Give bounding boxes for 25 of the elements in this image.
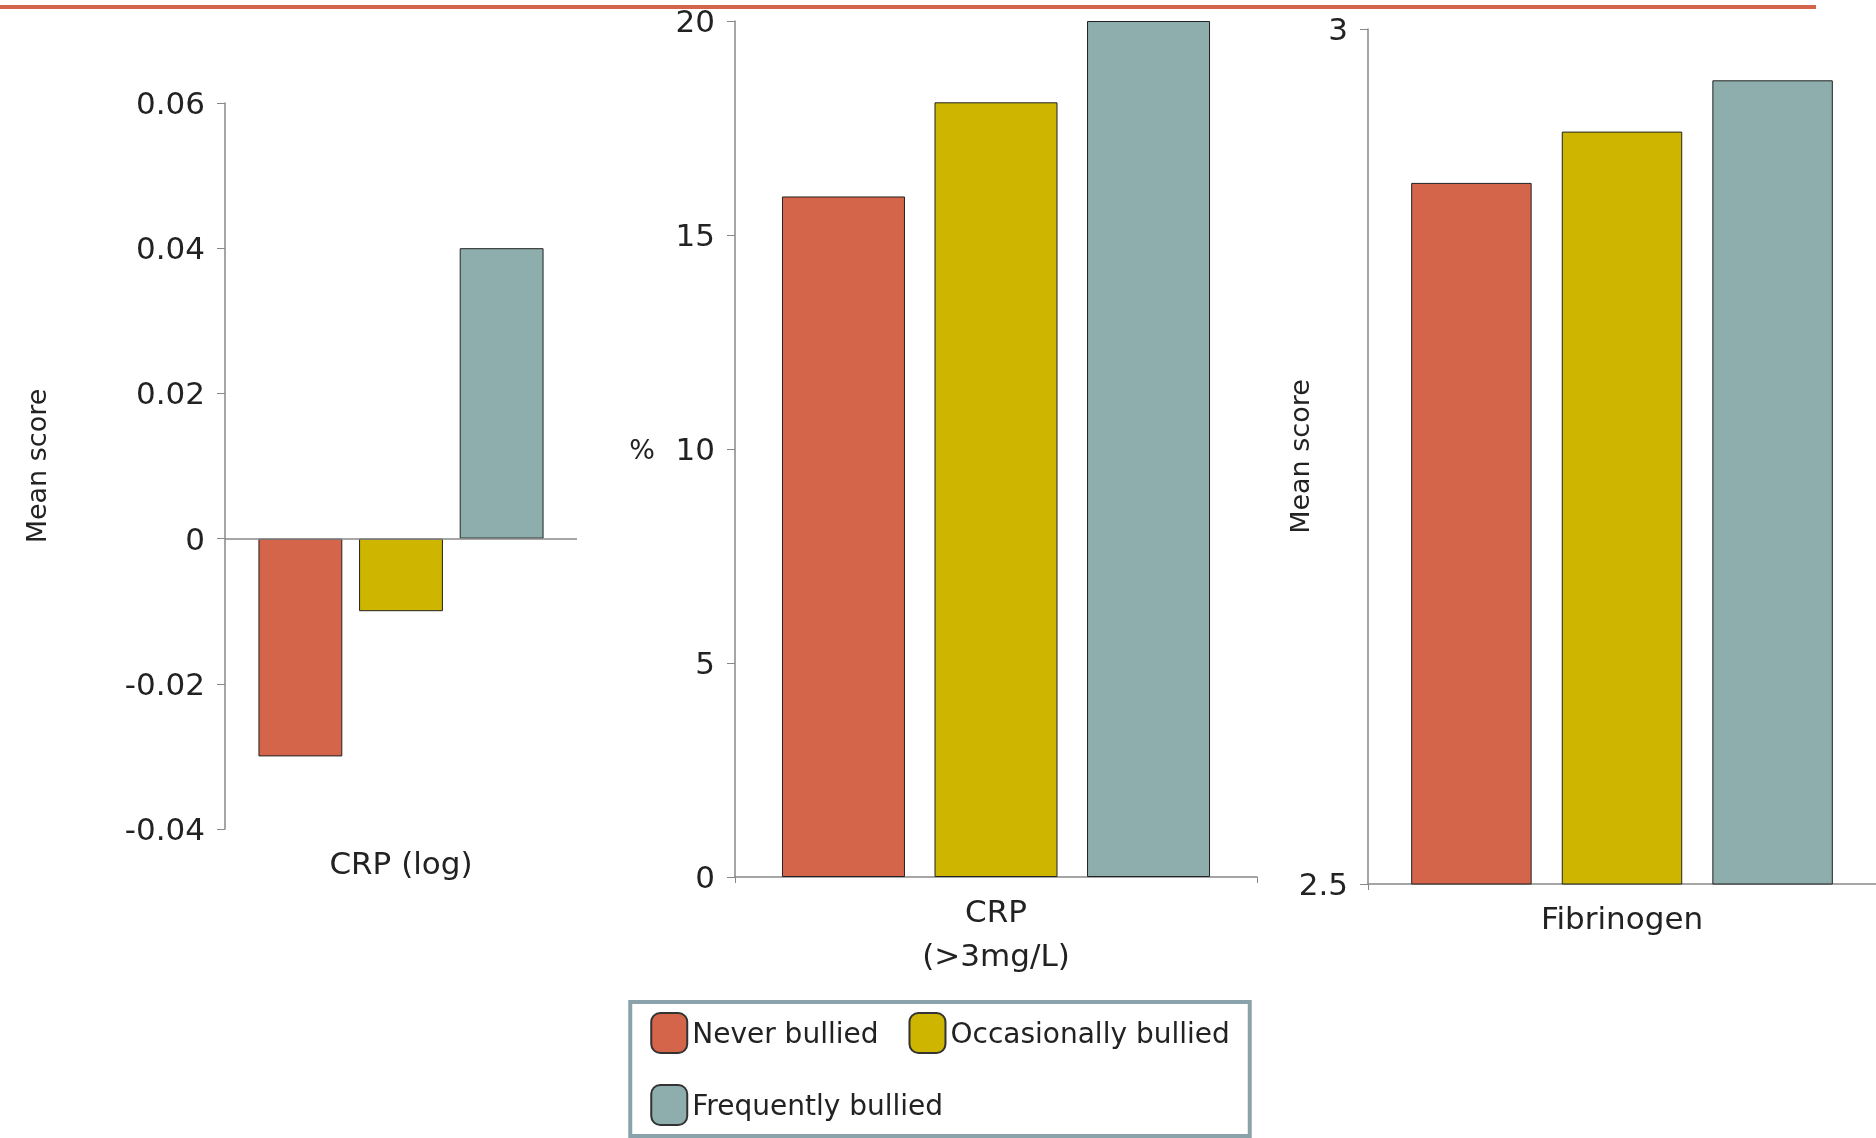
y-axis-title: Mean score	[1284, 379, 1315, 534]
y-tick-label: 15	[675, 217, 715, 253]
legend-label: Frequently bullied	[692, 1088, 944, 1122]
x-axis-title: CRP (>3mg/L)	[922, 893, 1070, 973]
y-tick-label: 0	[185, 520, 205, 557]
y-tick-label: 0	[695, 859, 715, 895]
y-tick-label: 5	[695, 645, 715, 681]
y-tick-label: 0.04	[135, 230, 205, 267]
y-tick-label: 0.02	[135, 375, 205, 412]
bar	[1087, 21, 1211, 877]
y-tick-label: 2.5	[1298, 866, 1348, 902]
x-axis-title: CRP (log)	[329, 845, 473, 881]
legend-label: Never bullied	[692, 1016, 879, 1050]
y-tick-label: -0.04	[124, 811, 205, 847]
bar	[934, 102, 1058, 877]
y-tick-label: 0.06	[135, 85, 205, 121]
y-tick-label: -0.02	[124, 665, 205, 702]
y-axis-title: %	[629, 433, 655, 465]
y-tick-label: 10	[675, 431, 715, 467]
y-tick-label: 3	[1328, 11, 1348, 47]
bar	[781, 196, 905, 877]
x-axis-title: Fibrinogen	[1540, 900, 1704, 936]
y-tick-label: 20	[675, 3, 715, 39]
y-axis-title: Mean score	[21, 388, 52, 544]
legend-label: Occasionally bullied	[950, 1016, 1230, 1050]
